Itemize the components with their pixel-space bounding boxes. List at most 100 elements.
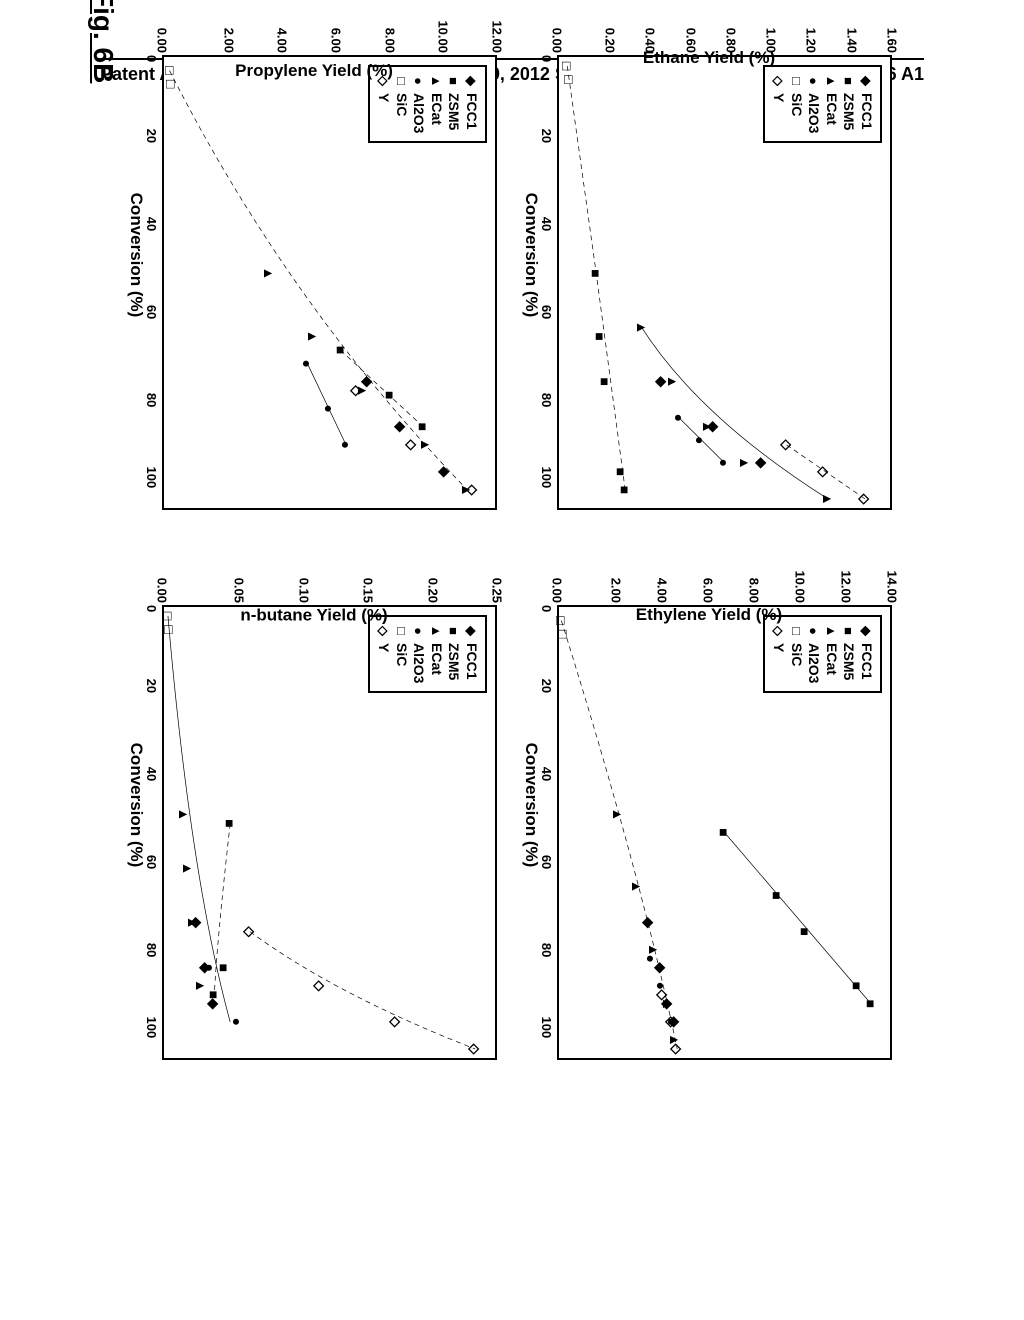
legend-marker-icon: ◆	[860, 75, 872, 87]
ytick: 6.00	[702, 558, 715, 603]
xtick: 20	[144, 679, 159, 693]
legend-label: Al2O3	[805, 643, 823, 683]
ytick: 4.00	[656, 558, 669, 603]
ytick: 0.40	[644, 8, 657, 53]
data-point: ◇	[656, 989, 670, 1000]
data-point: ●	[323, 405, 337, 413]
ytick: 0.60	[684, 8, 697, 53]
data-point: ■	[850, 982, 864, 990]
data-point: ▲	[738, 456, 752, 470]
xlabel: Conversion (%)	[521, 743, 541, 868]
xtick: 20	[539, 129, 554, 143]
legend-row: ◆FCC1	[463, 75, 481, 133]
legend-marker-icon: ◇	[773, 625, 785, 637]
data-point: ■	[217, 964, 231, 972]
legend-label: ECat	[823, 93, 841, 125]
ytick: 1.00	[765, 8, 778, 53]
ytick: 0.15	[362, 558, 375, 603]
ytick: 0.00	[156, 558, 169, 603]
data-point: ▲	[611, 808, 625, 822]
legend: ◆FCC1■ZSM5▲ECat●Al2O3□SiC◇Y	[763, 615, 882, 693]
ylabel: Ethylene Yield (%)	[636, 605, 782, 625]
data-point: ◆	[655, 376, 669, 387]
xtick: 100	[144, 1017, 159, 1039]
xtick: 20	[539, 679, 554, 693]
xtick: 60	[539, 855, 554, 869]
xtick: 40	[144, 217, 159, 231]
yticks: 12.0010.008.006.004.002.000.00	[162, 8, 497, 53]
legend-label: FCC1	[463, 93, 481, 130]
data-point: ◆	[394, 421, 408, 432]
data-point: □	[556, 630, 570, 638]
legend-marker-icon: ◆	[465, 625, 477, 637]
legend-marker-icon: ■	[448, 75, 460, 87]
xtick: 80	[539, 393, 554, 407]
data-point: ■	[770, 891, 784, 899]
legend-label: Y	[375, 93, 393, 102]
legend-marker-icon: □	[395, 75, 407, 87]
legend-row: ■ZSM5	[840, 625, 858, 683]
legend-row: ■ ZSM5	[445, 75, 463, 133]
xticks: 020406080100	[144, 55, 159, 510]
data-point: ▲	[821, 492, 835, 506]
data-point: ◇	[666, 1017, 680, 1028]
data-point: ■	[223, 819, 237, 827]
legend: ◆FCC1■ZSM5▲ECat●Al2O3□SiC◇Y	[368, 615, 487, 693]
legend-row: □SiC	[788, 75, 806, 133]
legend-label: Al2O3	[410, 93, 428, 133]
legend: ◆FCC1■ZSM5▲ECat●Al2O3□SiC◇Y	[763, 65, 882, 143]
legend-marker-icon: □	[790, 625, 802, 637]
figure-container: 1.601.401.201.000.800.600.400.200.00◆FCC…	[132, 0, 892, 1060]
data-point: ■	[598, 377, 612, 385]
legend-marker-icon: ●	[808, 75, 820, 87]
ytick: 0.00	[551, 558, 564, 603]
legend-marker-icon: ■	[843, 75, 855, 87]
data-point: □	[162, 625, 176, 633]
legend-marker-icon: ◆	[860, 625, 872, 637]
legend-label: SiC	[393, 93, 411, 116]
ytick: 0.10	[297, 558, 310, 603]
xtick: 80	[144, 393, 159, 407]
ytick: 1.60	[886, 8, 899, 53]
xtick: 40	[539, 217, 554, 231]
legend-row: ◇Y	[770, 625, 788, 683]
legend-row: □SiC	[788, 625, 806, 683]
ytick: 2.00	[610, 558, 623, 603]
legend-marker-icon: ●	[413, 625, 425, 637]
xticks: 020406080100	[539, 605, 554, 1060]
data-point: ◆	[707, 421, 721, 432]
legend-label: FCC1	[858, 93, 876, 130]
legend-marker-icon: ▲	[430, 75, 442, 87]
data-point: ▲	[181, 862, 195, 876]
data-point: ●	[718, 459, 732, 467]
ytick: 10.00	[794, 558, 807, 603]
legend-marker-icon: □	[395, 625, 407, 637]
legend-label: ECat	[428, 643, 446, 675]
data-point: □	[560, 62, 574, 70]
xtick: 100	[539, 467, 554, 489]
plot-area: ◆FCC1■ZSM5▲ECat●Al2O3□SiC◇Y□□▲▲▲▲▲◆◆◆◆●●…	[557, 605, 892, 1060]
xlabel: Conversion (%)	[521, 193, 541, 318]
data-point: ◆	[190, 917, 204, 928]
xtick: 40	[144, 767, 159, 781]
data-point: □	[164, 80, 178, 88]
data-point: ◆	[438, 467, 452, 478]
xtick: 0	[539, 55, 554, 62]
data-point: ◇	[405, 439, 419, 450]
legend-label: ZSM5	[445, 93, 463, 130]
legend-row: ◆FCC1	[463, 625, 481, 683]
legend-row: □ SiC	[393, 75, 411, 133]
xtick: 0	[144, 55, 159, 62]
ytick: 1.40	[845, 8, 858, 53]
data-point: ▲	[262, 267, 276, 281]
data-point: ■	[416, 423, 430, 431]
legend-row: ●Al2O3	[805, 75, 823, 133]
legend-marker-icon: ●	[413, 75, 425, 87]
xticks: 020406080100	[144, 605, 159, 1060]
data-point: ◇	[780, 439, 794, 450]
data-point: □	[163, 66, 177, 74]
legend-marker-icon: ▲	[825, 75, 837, 87]
legend-label: ZSM5	[840, 93, 858, 130]
ytick: 0.20	[604, 8, 617, 53]
data-point: ▲	[419, 438, 433, 452]
